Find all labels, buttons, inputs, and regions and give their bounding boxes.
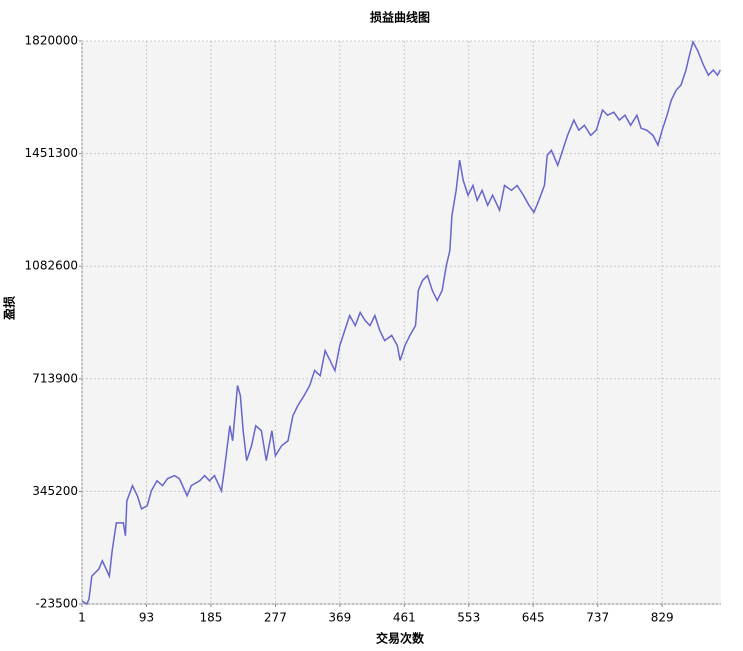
- x-tick-label: 369: [328, 611, 351, 625]
- chart-title: 损益曲线图: [370, 10, 430, 25]
- x-tick-label: 1: [78, 611, 86, 625]
- y-tick-label: 345200: [32, 484, 78, 498]
- x-tick-label: 93: [139, 611, 154, 625]
- line-series: [81, 39, 721, 606]
- y-tick-label: 1082600: [25, 259, 78, 273]
- y-axis-title: 盈损: [2, 296, 17, 321]
- x-tick-label: 461: [393, 611, 416, 625]
- y-tick-label: -23500: [35, 597, 78, 611]
- x-tick-label: 645: [522, 611, 545, 625]
- plot-area: [82, 41, 721, 604]
- x-tick-label: 277: [264, 611, 287, 625]
- y-tick-label: 1820000: [25, 34, 78, 48]
- y-tick-label: 713900: [32, 371, 78, 385]
- x-tick-label: 829: [651, 611, 674, 625]
- x-tick-label: 553: [457, 611, 480, 625]
- x-tick-label: 185: [199, 611, 222, 625]
- x-axis-title: 交易次数: [376, 631, 425, 646]
- x-tick-label: 737: [586, 611, 609, 625]
- y-tick-label: 1451300: [25, 146, 78, 160]
